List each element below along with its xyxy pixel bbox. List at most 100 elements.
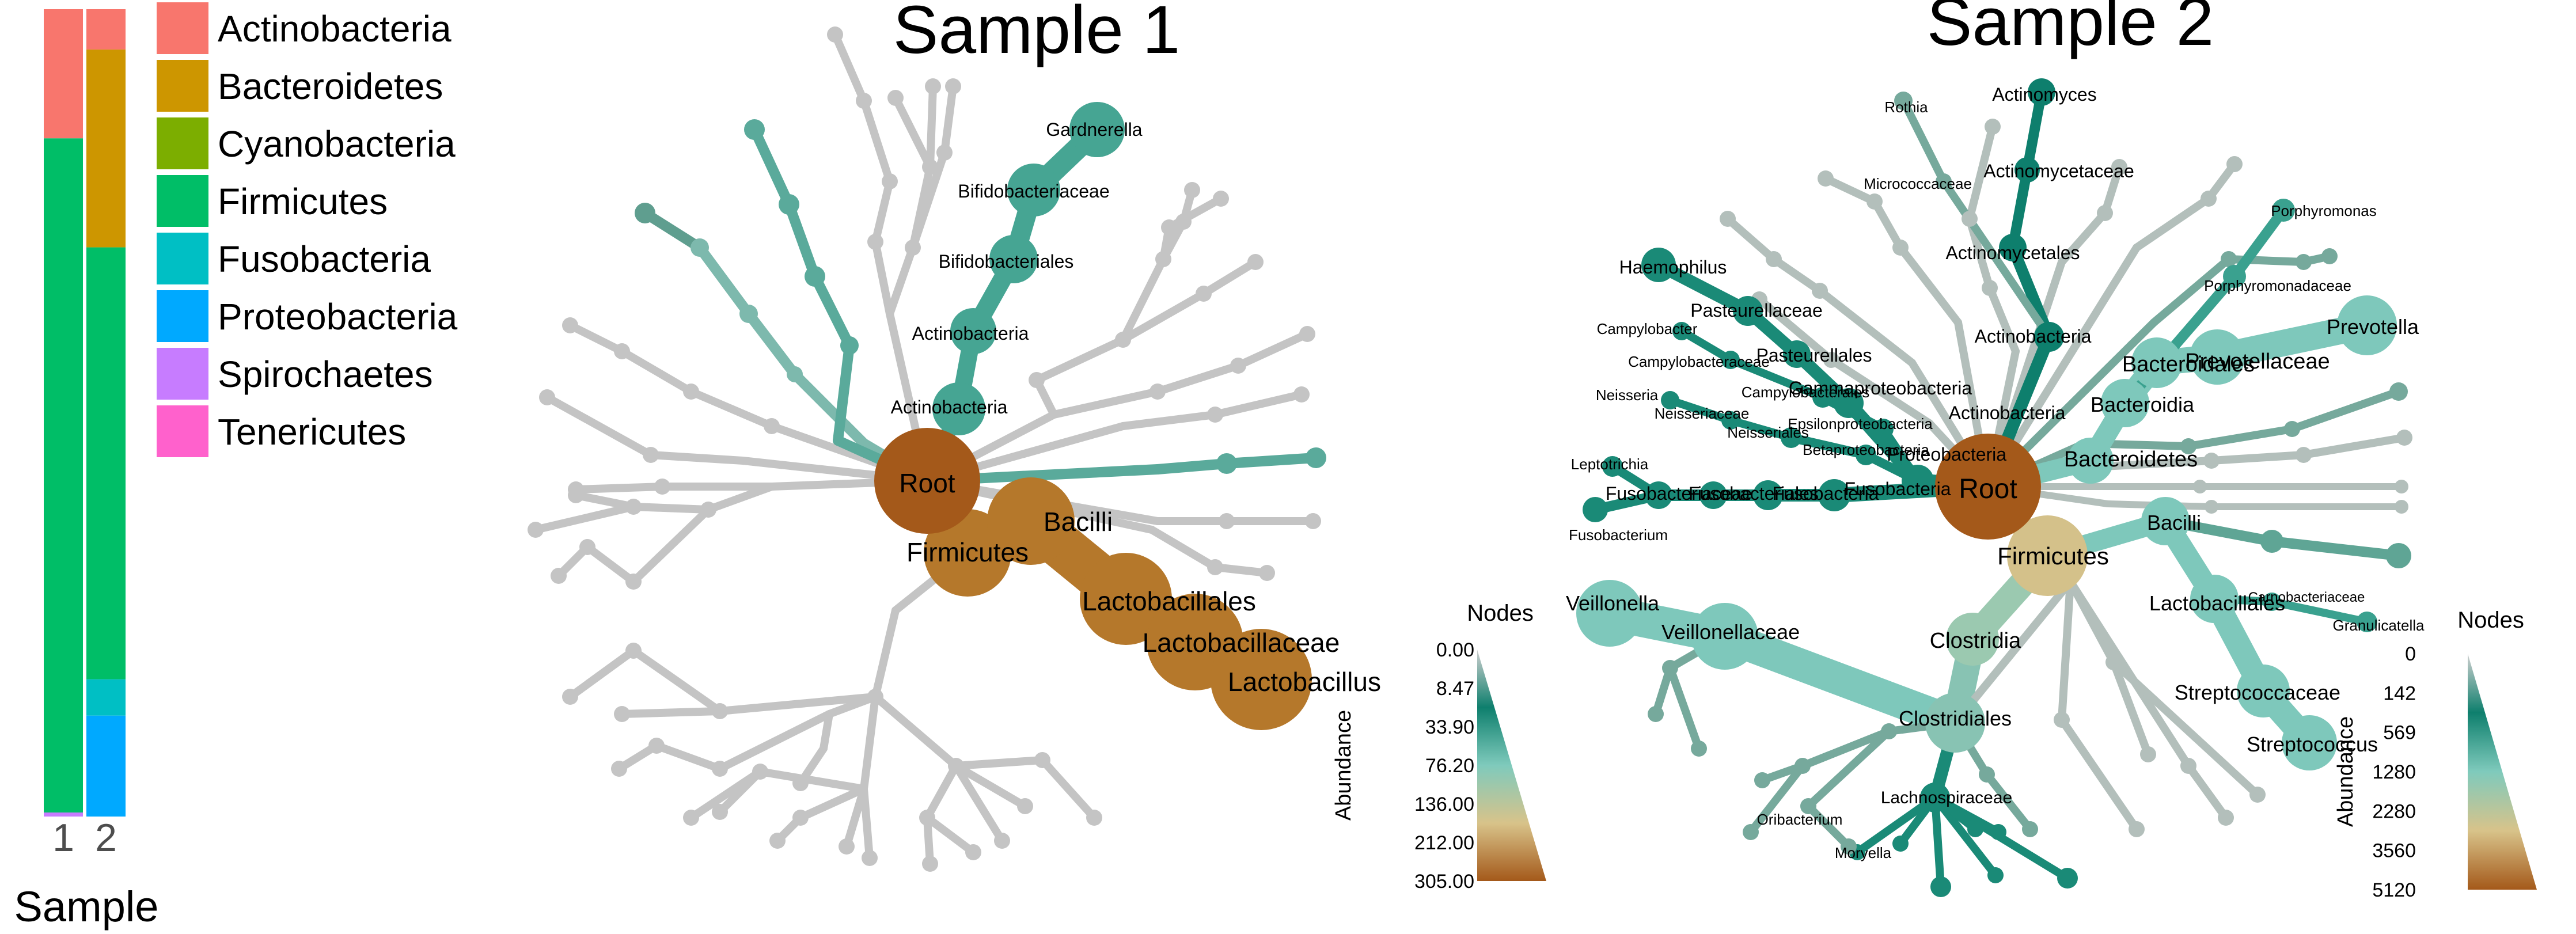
node-label: Neisseriaceae — [1655, 405, 1750, 422]
tree-node — [1196, 286, 1212, 302]
tree-edge — [1899, 97, 1948, 185]
tree-edge — [1678, 327, 1735, 364]
legend-label: Actinobacteria — [218, 8, 452, 50]
node-label: Rothia — [1884, 98, 1928, 116]
tree-node — [1305, 513, 1321, 529]
tree-node — [1754, 772, 1770, 788]
tree-node — [2226, 156, 2243, 172]
node-label: Moryella — [1835, 844, 1892, 861]
bar-segment — [86, 50, 126, 248]
tree-edge — [1804, 727, 1893, 810]
tree-edge — [1666, 664, 1703, 753]
tree-node — [1007, 164, 1060, 217]
tree-node — [712, 761, 728, 777]
node-label: Fusobacteria — [1773, 483, 1879, 504]
tree-node — [1979, 766, 1995, 783]
tree-edge — [716, 693, 879, 715]
tree-edge — [886, 244, 917, 318]
tree-node — [2014, 157, 2040, 183]
legend-label: Tenericutes — [218, 411, 406, 453]
node-label: Campylobacteraceae — [1628, 353, 1770, 370]
tree-node — [994, 833, 1010, 849]
tree-node — [936, 145, 953, 161]
tree-edge — [1827, 356, 1933, 427]
tree-node — [1691, 741, 1707, 757]
tree-node — [1812, 387, 1833, 408]
tree-edge — [532, 503, 638, 534]
tree-node — [683, 810, 699, 826]
colorbar-tick: 0 — [2405, 643, 2416, 665]
tree-node — [2249, 787, 2266, 803]
tree-node — [1930, 876, 1951, 897]
tree-edge — [923, 814, 977, 856]
tree-edge — [1709, 620, 1971, 739]
tree-edge — [952, 762, 1029, 810]
tree-node — [1115, 332, 1131, 348]
x-tick-label: 2 — [95, 816, 117, 860]
colorbar-title: Nodes — [2457, 608, 2524, 633]
tree-edge — [756, 768, 868, 793]
tree-node — [2067, 438, 2114, 484]
tree-edge — [1200, 258, 1259, 298]
tree-edge — [629, 503, 712, 514]
colorbar-tick: 76.20 — [1425, 755, 1474, 777]
tree-node — [2203, 453, 2220, 469]
bar-segment — [86, 679, 126, 716]
tree-edge — [583, 543, 638, 586]
tree-node — [2180, 438, 2196, 454]
colorbar-axis-label: Abundance — [2334, 716, 2358, 827]
tree-edge — [1666, 396, 1735, 424]
legend-label: Spirochaetes — [218, 354, 433, 395]
bar-segment — [44, 812, 83, 817]
colorbar-wedge — [1477, 650, 1546, 881]
root-node — [874, 428, 980, 534]
tree-node — [1583, 497, 1608, 522]
tree-node — [2218, 810, 2234, 826]
legend-label: Firmicutes — [218, 181, 388, 222]
tree-node — [1247, 254, 1264, 270]
tree-node — [1781, 427, 1801, 448]
tree-node — [867, 689, 883, 705]
tree-node — [2097, 205, 2113, 221]
node-label: Fusobacteriaceae — [1606, 483, 1752, 504]
node-label: Proteobacteria — [1887, 444, 2006, 465]
tree-edge — [687, 768, 764, 822]
tree-edge — [2288, 388, 2403, 433]
tree-edge — [1234, 330, 1311, 370]
node-label: Clostridia — [1930, 629, 2021, 653]
tree-node — [1920, 783, 1950, 812]
tree-edge — [2268, 598, 2371, 626]
colorbar-tick: 1280 — [2372, 761, 2416, 783]
tree-node — [1866, 193, 1883, 210]
node-label: Granulicatella — [2333, 617, 2425, 634]
node-label: Campylobacter — [1597, 320, 1698, 337]
tree-node — [2272, 199, 2295, 222]
tree-node — [2386, 543, 2411, 568]
tree-node — [1029, 372, 1045, 388]
tree-edge — [833, 340, 855, 446]
legend-swatch — [157, 233, 208, 284]
tree-node — [1783, 340, 1811, 368]
tree-node — [1086, 810, 1102, 826]
tree-node — [1691, 603, 1758, 670]
tree-node — [2105, 654, 2122, 670]
tree-edge — [926, 82, 937, 171]
tree-edge — [1822, 174, 1879, 206]
node-label: Lactobacillaceae — [1143, 628, 1340, 658]
tree-edge — [1853, 793, 1939, 856]
tree-node — [787, 366, 803, 382]
tree-node — [1841, 838, 1857, 855]
tree-node — [691, 238, 709, 257]
tree-edge — [1770, 255, 1824, 295]
tree-node — [1069, 102, 1125, 157]
node-label: Actinomyces — [1992, 84, 2096, 105]
tree-edge — [572, 483, 666, 493]
tree-edge — [831, 31, 868, 105]
tree-edge — [810, 271, 855, 351]
tree-node — [2111, 159, 2127, 175]
tree-node — [1856, 445, 1876, 465]
tree-node — [1149, 384, 1166, 400]
tree-edge — [2300, 434, 2408, 459]
tree-edge — [1152, 458, 1232, 474]
